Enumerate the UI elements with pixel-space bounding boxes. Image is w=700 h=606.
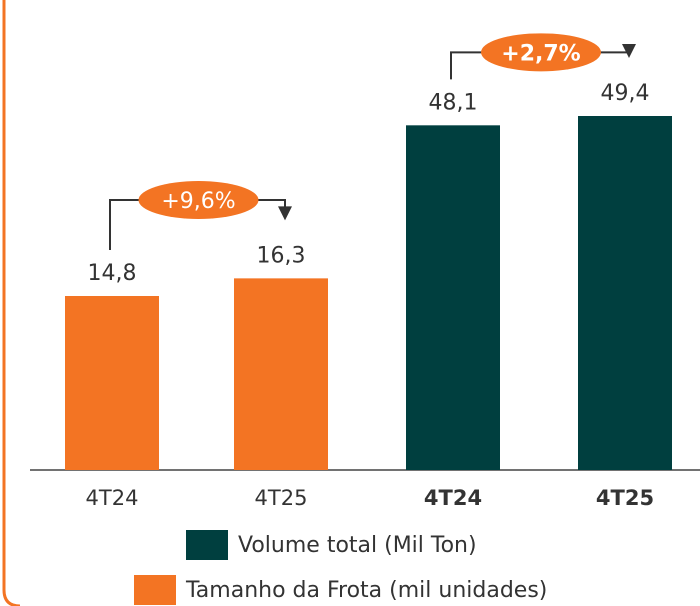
legend-swatch-frota bbox=[134, 575, 176, 605]
bar-0-1 bbox=[234, 278, 328, 470]
legend-item-volume: Volume total (Mil Ton) bbox=[186, 530, 477, 560]
legend-label-frota: Tamanho da Frota (mil unidades) bbox=[186, 577, 548, 603]
value-label-1-1: 49,4 bbox=[601, 81, 650, 106]
value-label-0-0: 14,8 bbox=[88, 261, 137, 286]
legend-item-frota: Tamanho da Frota (mil unidades) bbox=[134, 575, 547, 605]
bar-0-0 bbox=[65, 296, 159, 470]
category-label-0-0: 4T24 bbox=[86, 486, 139, 510]
legend-label-volume: Volume total (Mil Ton) bbox=[238, 532, 477, 558]
category-label-1-1: 4T25 bbox=[596, 486, 654, 510]
growth-arrow-1 bbox=[622, 44, 636, 58]
legend-swatch-volume bbox=[186, 530, 228, 560]
growth-label-0: +9,6% bbox=[161, 189, 235, 214]
value-label-1-0: 48,1 bbox=[429, 90, 478, 115]
panel-border bbox=[2, 0, 21, 606]
value-label-0-1: 16,3 bbox=[257, 243, 306, 268]
growth-label-1: +2,7% bbox=[501, 41, 580, 66]
category-label-0-1: 4T25 bbox=[255, 486, 308, 510]
growth-pill-1 bbox=[481, 33, 601, 72]
growth-pill-0 bbox=[138, 181, 259, 219]
bar-1-1 bbox=[578, 116, 672, 470]
category-label-1-0: 4T24 bbox=[424, 486, 482, 510]
growth-arrow-0 bbox=[278, 206, 292, 221]
bar-1-0 bbox=[406, 125, 500, 470]
